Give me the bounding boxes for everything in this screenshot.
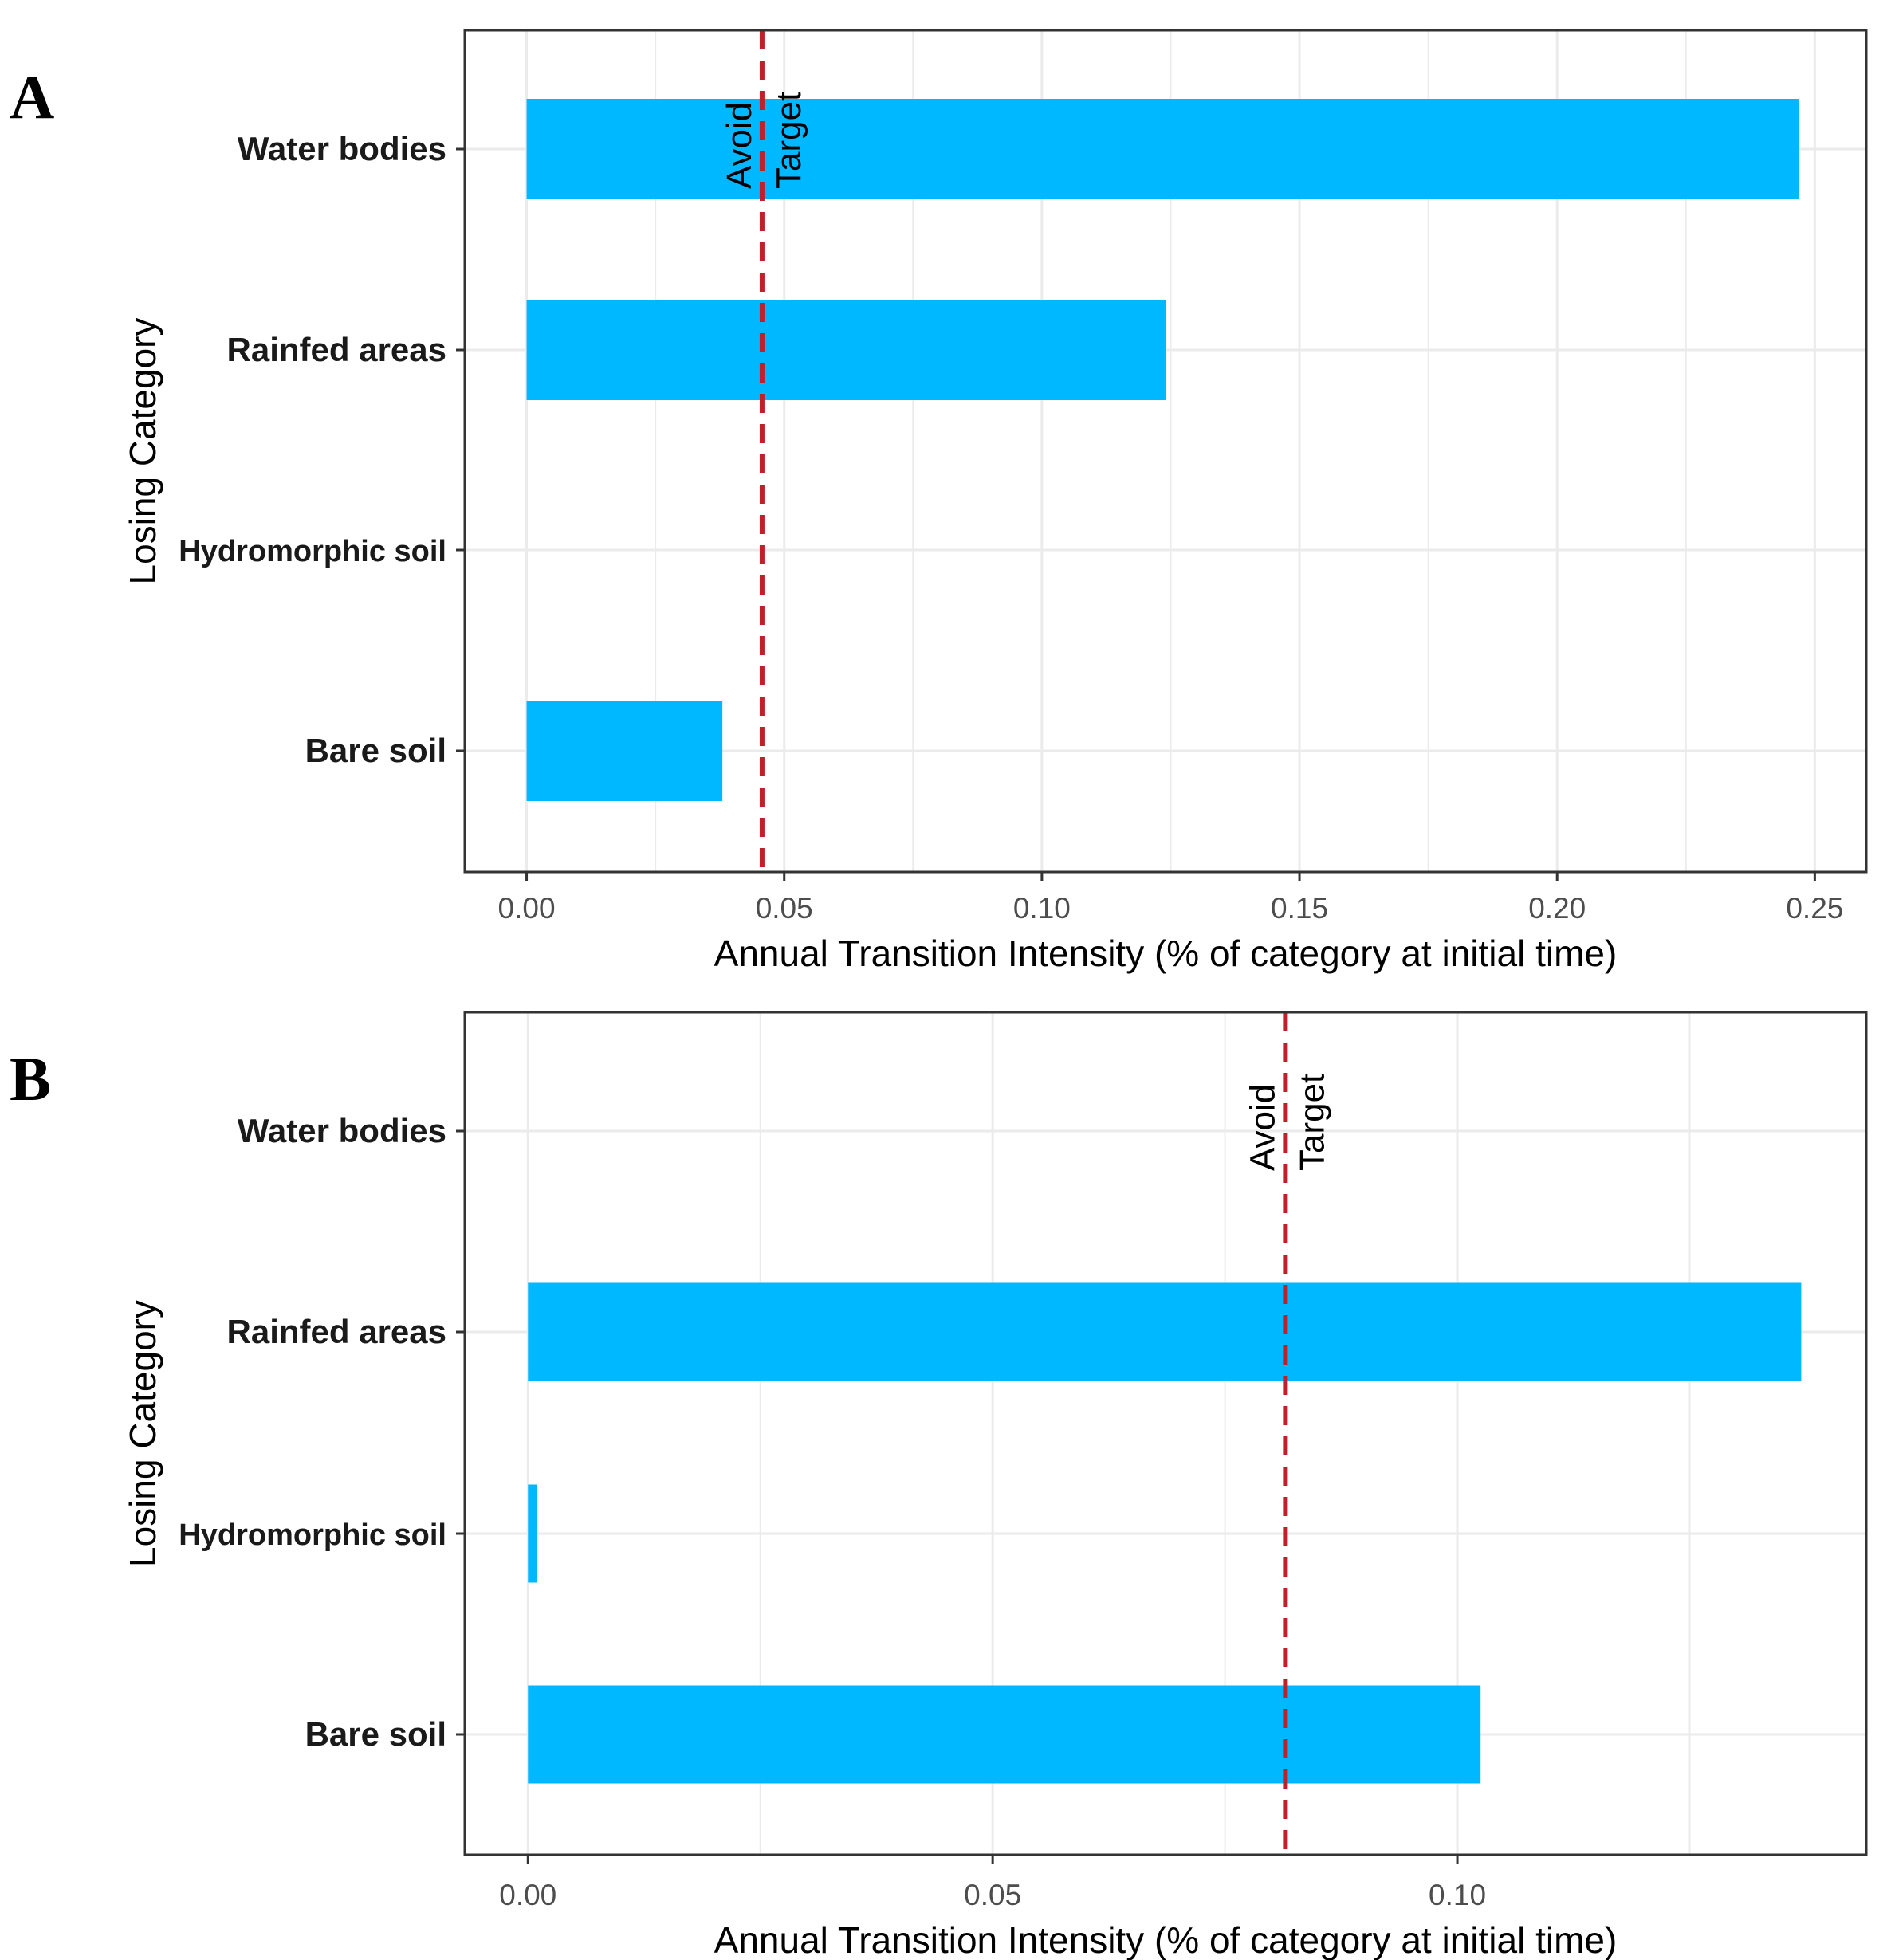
x-tick-label: 0.25 [1786, 892, 1843, 925]
bar [526, 300, 1166, 400]
category-label: Bare soil [305, 732, 446, 769]
x-tick-label: 0.05 [756, 892, 813, 925]
avoid-label: Avoid [720, 102, 759, 189]
target-label: Target [769, 92, 808, 189]
panel-letter: B [10, 1044, 51, 1114]
bar [528, 1685, 1481, 1784]
bar [528, 1282, 1802, 1381]
chart-panel-b: Avoid Target Water bodies Rainfed areas Hydr… [10, 1011, 1868, 1960]
category-label: Rainfed areas [227, 1313, 446, 1350]
bar [526, 99, 1799, 199]
x-axis-title: Annual Transition Intensity (% of catego… [714, 1919, 1618, 1960]
x-tick-label: 0.05 [964, 1879, 1021, 1911]
panel-letter: A [10, 62, 54, 132]
avoid-label: Avoid [1243, 1084, 1282, 1171]
x-tick-label: 0.00 [498, 892, 556, 925]
x-tick-label: 0.20 [1528, 892, 1586, 925]
category-label: Bare soil [305, 1715, 446, 1753]
x-tick-label: 0.10 [1429, 1879, 1486, 1911]
category-label: Water bodies [238, 1112, 446, 1149]
category-label: Water bodies [238, 130, 446, 167]
bar [528, 1484, 537, 1583]
chart-panel-a: Avoid Target Water bodies Rainfed areas Hydr… [10, 29, 1868, 974]
x-tick-label: 0.15 [1271, 892, 1328, 925]
y-axis-title: Losing Category [122, 318, 163, 585]
category-label: Rainfed areas [227, 331, 446, 368]
category-label: Hydromorphic soil [179, 535, 446, 568]
x-tick-label: 0.10 [1013, 892, 1071, 925]
x-tick-label: 0.00 [499, 1879, 556, 1911]
y-axis-title: Losing Category [122, 1300, 163, 1567]
x-axis-title: Annual Transition Intensity (% of catego… [714, 933, 1618, 974]
plot-border [463, 29, 1868, 874]
target-label: Target [1292, 1074, 1331, 1171]
plot-border [463, 1011, 1868, 1856]
category-label: Hydromorphic soil [179, 1518, 446, 1552]
bar [526, 701, 723, 801]
